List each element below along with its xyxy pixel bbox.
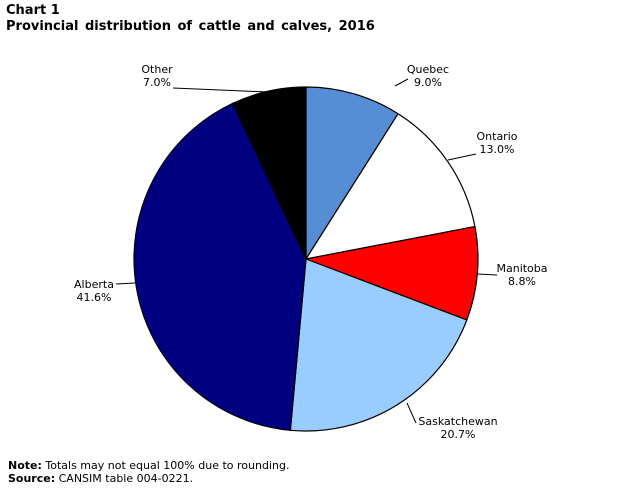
- note-line: Note: Totals may not equal 100% due to r…: [8, 459, 289, 472]
- slice-label-name: Other: [141, 63, 173, 76]
- slice-label-value: 20.7%: [441, 428, 476, 441]
- chart-title: Provincial distribution of cattle and ca…: [6, 19, 375, 34]
- chart-header: Chart 1 Provincial distribution of cattl…: [6, 3, 375, 35]
- slice-label-value: 8.8%: [508, 275, 536, 288]
- slice-label-value: 7.0%: [143, 76, 171, 89]
- pie-slice-saskatchewan: [289, 258, 468, 432]
- note-text: Totals may not equal 100% due to roundin…: [45, 459, 290, 472]
- chart-notes: Note: Totals may not equal 100% due to r…: [8, 459, 289, 485]
- slice-label-name: Ontario: [477, 130, 518, 143]
- slice-label-other: Other 7.0%: [141, 63, 173, 89]
- slice-label-quebec: Quebec 9.0%: [407, 63, 449, 89]
- pie-slice-ontario: [305, 113, 476, 260]
- slice-label-value: 9.0%: [414, 76, 442, 89]
- leader-line-other: [172, 87, 269, 93]
- slice-label-name: Manitoba: [496, 262, 547, 275]
- source-line: Source: CANSIM table 004-0221.: [8, 472, 289, 485]
- note-label: Note:: [8, 459, 42, 472]
- source-text: CANSIM table 004-0221.: [58, 472, 194, 485]
- leader-line-manitoba: [476, 273, 498, 276]
- leader-line-ontario: [447, 153, 477, 161]
- leader-line-alberta: [115, 282, 136, 285]
- pie-slice-quebec: [305, 86, 399, 260]
- pie-slice-alberta: [133, 102, 307, 431]
- slice-label-manitoba: Manitoba 8.8%: [496, 262, 547, 288]
- slice-label-saskatchewan: Saskatchewan 20.7%: [418, 415, 497, 441]
- pie-slice-other: [232, 86, 307, 260]
- leader-line-saskatchewan: [406, 402, 417, 424]
- chart-number: Chart 1: [6, 3, 60, 18]
- slice-label-value: 41.6%: [77, 291, 112, 304]
- slice-label-value: 13.0%: [480, 143, 515, 156]
- slice-label-name: Alberta: [74, 278, 114, 291]
- slice-label-alberta: Alberta 41.6%: [74, 278, 114, 304]
- slice-label-ontario: Ontario 13.0%: [477, 130, 518, 156]
- source-label: Source:: [8, 472, 56, 485]
- slice-label-name: Saskatchewan: [418, 415, 497, 428]
- leader-line-quebec: [394, 78, 409, 87]
- slice-label-name: Quebec: [407, 63, 449, 76]
